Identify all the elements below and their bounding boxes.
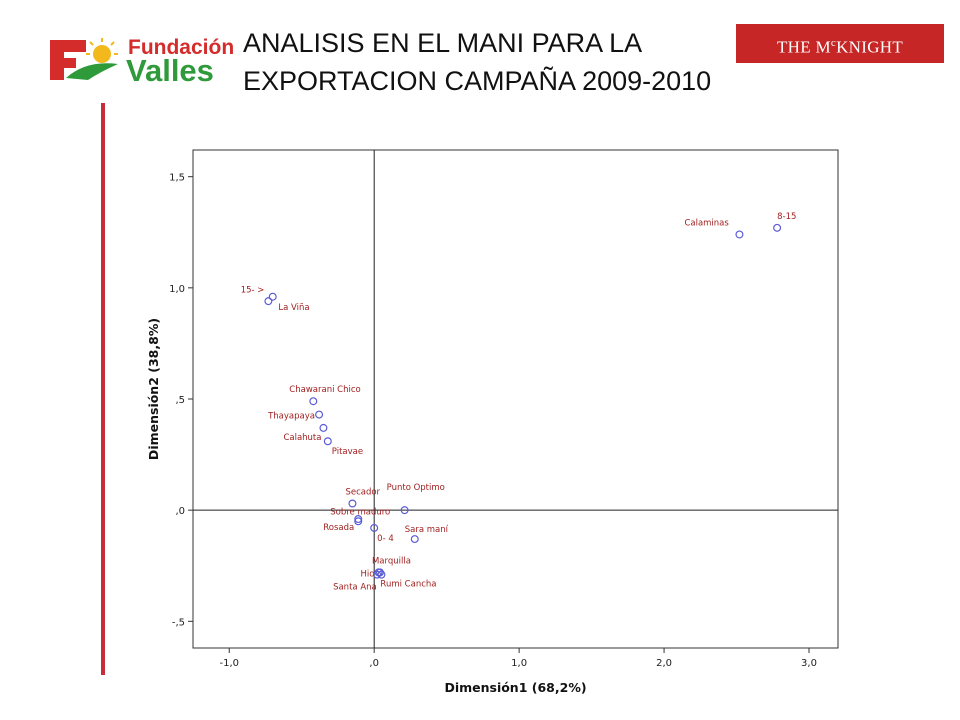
x-tick-label: 3,0 <box>801 658 817 669</box>
data-point <box>354 517 363 526</box>
mcknight-foundation-logo: THE McKNIGHT FOUNDATION <box>736 24 944 96</box>
point-label: Sara maní <box>405 525 449 535</box>
data-point <box>410 535 419 544</box>
x-tick-label: ,0 <box>369 658 379 669</box>
point-label: 8-15 <box>777 212 796 222</box>
data-point <box>268 292 277 301</box>
page-title: ANALISIS EN EL MANI PARA LA EXPORTACION … <box>243 28 712 96</box>
point-label: Rosada <box>323 523 354 533</box>
y-tick-label: 1,5 <box>169 173 185 184</box>
sponsor-sup: c <box>830 37 837 49</box>
data-point <box>370 523 379 532</box>
point-label: La Viña <box>278 303 309 313</box>
y-tick-label: -,5 <box>172 617 185 628</box>
axis-ticks: -1,0 ,0 1,0 2,0 3,0 -,5 ,0 ,5 1,0 1,5 <box>169 173 817 669</box>
x-tick-label: 2,0 <box>656 658 672 669</box>
data-point <box>373 570 382 579</box>
data-point <box>315 410 324 419</box>
point-label: Sobre maduro <box>330 507 390 517</box>
point-label: 15- > <box>241 286 265 296</box>
point-label: Santa Ana <box>333 583 377 593</box>
x-tick-label: -1,0 <box>219 658 239 669</box>
data-point <box>348 499 357 508</box>
point-label: Pitavae <box>332 447 363 457</box>
point-label: Chawarani Chico <box>289 385 360 395</box>
data-points: Calaminas 8-15 15- > La Viña Chawarani Chico… <box>241 212 797 593</box>
data-point <box>309 397 318 406</box>
data-point <box>319 423 328 432</box>
data-point <box>773 223 782 232</box>
accent-divider <box>101 103 105 675</box>
logo-text-fundacion: Fundación <box>128 36 235 59</box>
point-label: 0- 4 <box>377 534 394 544</box>
point-label: Marquilla <box>372 556 411 566</box>
data-point <box>400 506 409 515</box>
plot-frame <box>192 149 839 649</box>
point-label: Thayapaya <box>267 412 315 422</box>
data-point <box>735 230 744 239</box>
logo-text-valles: Valles <box>126 53 214 88</box>
point-label: Calaminas <box>684 218 729 228</box>
data-point <box>354 515 363 524</box>
point-label: Punto Optimo <box>387 483 445 493</box>
y-tick-label: ,0 <box>175 506 185 517</box>
x-tick-label: 1,0 <box>511 658 527 669</box>
y-tick-label: ,5 <box>175 395 185 406</box>
point-label: Secador <box>345 487 380 497</box>
sponsor-suffix: KNIGHT FOUNDATION <box>783 37 904 96</box>
y-axis-title: Dimensión2 (38,8%) <box>146 318 161 460</box>
data-point <box>377 570 386 579</box>
point-label: Hio <box>361 569 375 579</box>
data-point <box>323 437 332 446</box>
point-label: Calahuta <box>283 433 321 443</box>
fundacion-valles-logo-icon <box>50 38 118 80</box>
data-point <box>264 297 273 306</box>
point-label: Rumi Cancha <box>380 580 436 590</box>
sponsor-prefix: THE M <box>776 37 831 57</box>
y-tick-label: 1,0 <box>169 284 185 295</box>
x-axis-title: Dimensión1 (68,2%) <box>444 680 586 695</box>
